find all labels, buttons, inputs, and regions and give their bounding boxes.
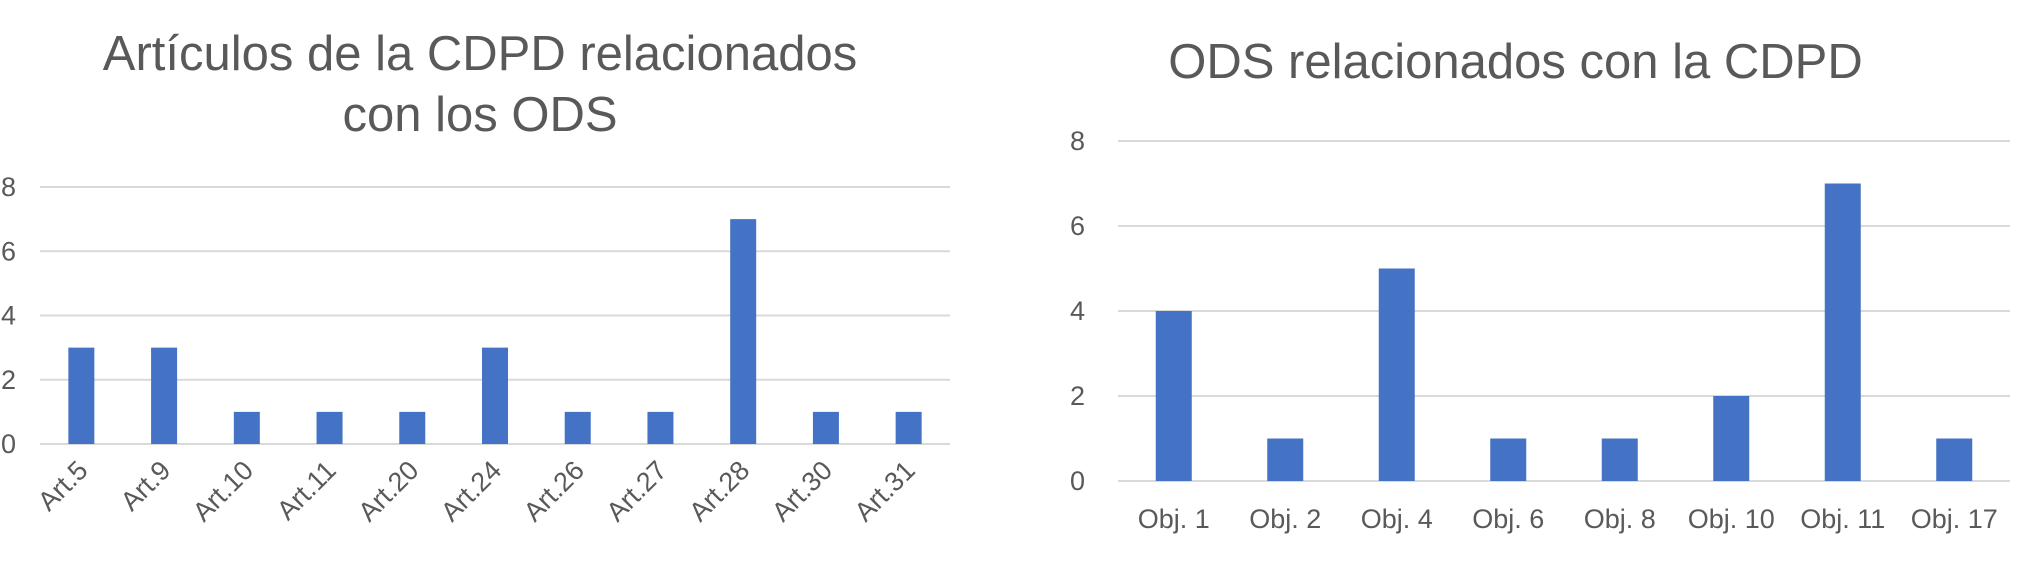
chart-title-line-1: ODS relacionados con la CDPD [1168, 35, 1863, 89]
bar [482, 347, 508, 444]
chart-title-line-2: con los ODS [342, 88, 618, 142]
bar [1601, 438, 1638, 481]
x-tick-label: Obj. 1 [1138, 504, 1210, 534]
chart-title-line-1: Artículos de la CDPD relacionados [102, 27, 858, 81]
bar [68, 347, 95, 444]
x-tick-label: Art.11 [271, 455, 342, 526]
chart-title: Artículos de la CDPD relacionados con lo… [20, 24, 940, 146]
bar [1936, 438, 1973, 481]
x-tick-label: Art.20 [352, 455, 424, 527]
x-tick-label: Obj. 11 [1800, 504, 1885, 534]
bar [233, 411, 260, 444]
y-tick-label: 2 [1070, 381, 1085, 411]
bar [399, 411, 426, 444]
x-tick-label: Obj. 4 [1361, 504, 1433, 534]
x-tick-label: Art.28 [683, 455, 755, 527]
x-tick-label: Obj. 10 [1688, 504, 1775, 534]
x-tick-label: Art.24 [435, 455, 507, 527]
bar [1490, 438, 1527, 481]
y-tick-label: 4 [1070, 296, 1085, 326]
bar [1378, 268, 1415, 481]
bar [1155, 311, 1192, 481]
chart-ods: ODS relacionados con la CDPD 0 2 4 6 8 Obj. 1… [1010, 0, 2021, 577]
bar [1713, 396, 1750, 481]
y-tick-label: 0 [1070, 466, 1085, 496]
y-tick-label: 2 [1, 365, 16, 395]
bar [812, 411, 839, 444]
x-tick-label: Obj. 2 [1249, 504, 1321, 534]
bar [316, 411, 343, 444]
bar [564, 411, 591, 444]
bar [1824, 183, 1861, 481]
chart-articulos: Artículos de la CDPD relacionados con lo… [0, 0, 960, 577]
x-tick-label: Art.26 [518, 455, 590, 527]
bar [730, 219, 757, 444]
y-tick-label: 4 [1, 301, 16, 331]
y-tick-label: 6 [1, 236, 16, 266]
x-tick-label: Obj. 8 [1584, 504, 1656, 534]
x-tick-label: Art.10 [187, 455, 259, 527]
chart-title: ODS relacionados con la CDPD [1010, 32, 2021, 93]
x-tick-label: Obj. 17 [1911, 504, 1998, 534]
y-tick-label: 6 [1070, 211, 1085, 241]
x-tick-label: Art.5 [32, 455, 94, 517]
y-tick-label: 8 [1070, 126, 1085, 156]
bar [895, 411, 922, 444]
x-tick-label: Obj. 6 [1472, 504, 1544, 534]
y-tick-label: 0 [1, 429, 16, 459]
x-tick-label: Art.9 [115, 455, 177, 517]
bar-chart-plot: 0 2 4 6 8 Obj. 1 Obj. 2 Obj. 4 Obj. 6 Obj. 8 Obj. … [1070, 126, 2010, 534]
bar [151, 347, 178, 444]
y-tick-label: 8 [1, 172, 16, 202]
bar [647, 411, 674, 444]
x-tick-label: Art.31 [849, 455, 921, 527]
x-tick-label: Art.30 [766, 455, 838, 527]
bar [1267, 438, 1304, 481]
x-tick-label: Art.27 [601, 455, 673, 527]
